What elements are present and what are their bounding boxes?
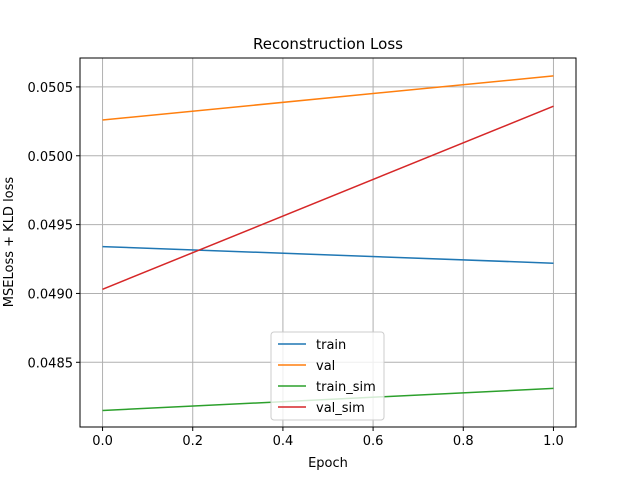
y-tick-label: 0.0495 — [28, 219, 74, 234]
x-tick-label: 0.8 — [453, 434, 474, 449]
y-tick-label: 0.0490 — [28, 287, 74, 302]
legend: train val train_sim val_sim — [270, 331, 385, 421]
x-tick-label: 0.4 — [273, 434, 294, 449]
legend-label: train — [316, 338, 346, 353]
x-tick-label: 0.6 — [363, 434, 384, 449]
y-axis-label: MSELoss + KLD loss — [2, 177, 17, 308]
series-line-val — [102, 75, 554, 121]
y-tick-label: 0.0485 — [28, 356, 74, 371]
legend-label: val — [316, 359, 335, 374]
legend-label: val_sim — [316, 401, 365, 416]
chart-title: Reconstruction Loss — [253, 35, 403, 53]
x-axis-ticks: 0.0 0.2 0.4 0.6 0.8 1.0 — [92, 427, 564, 449]
series-line-val-sim — [102, 105, 554, 290]
x-tick-label: 0.0 — [92, 434, 113, 449]
y-tick-label: 0.0500 — [28, 150, 74, 165]
x-axis-label: Epoch — [308, 456, 348, 471]
legend-box — [270, 331, 385, 421]
plot-frame — [79, 57, 577, 428]
y-tick-label: 0.0505 — [28, 81, 74, 96]
x-tick-label: 1.0 — [543, 434, 564, 449]
legend-label: train_sim — [316, 380, 376, 395]
grid-lines — [80, 58, 576, 427]
series-line-train — [102, 245, 554, 264]
y-axis-ticks: 0.0485 0.0490 0.0495 0.0500 0.0505 — [28, 81, 80, 371]
x-tick-label: 0.2 — [182, 434, 203, 449]
